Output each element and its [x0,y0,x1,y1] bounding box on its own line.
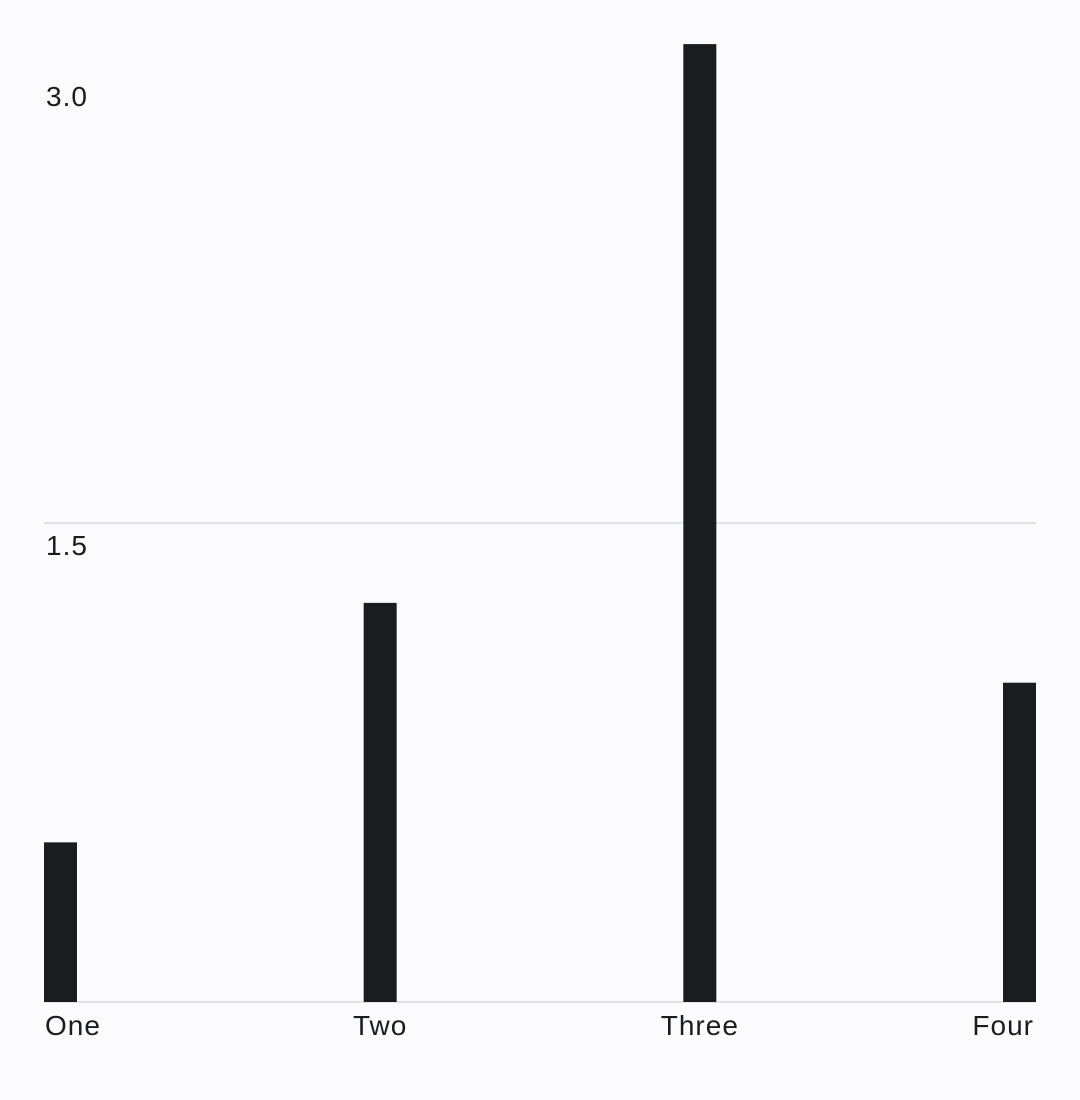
y-axis-ticks: 1.5 3.0 [46,81,88,561]
bar-four [1003,682,1036,1002]
y-tick-label: 3.0 [46,81,88,112]
x-tick-label: Three [661,1010,739,1041]
y-tick-label: 1.5 [46,530,88,561]
x-tick-label: Four [972,1010,1034,1041]
x-tick-label: Two [353,1010,407,1041]
gridlines [44,522,1036,1003]
bars [44,44,1036,1003]
bar-three [683,44,717,1003]
x-axis-ticks: One Two Three Four [45,1010,1034,1041]
bar-two [363,602,397,1002]
x-tick-label: One [45,1010,101,1041]
bar-one [44,842,77,1002]
